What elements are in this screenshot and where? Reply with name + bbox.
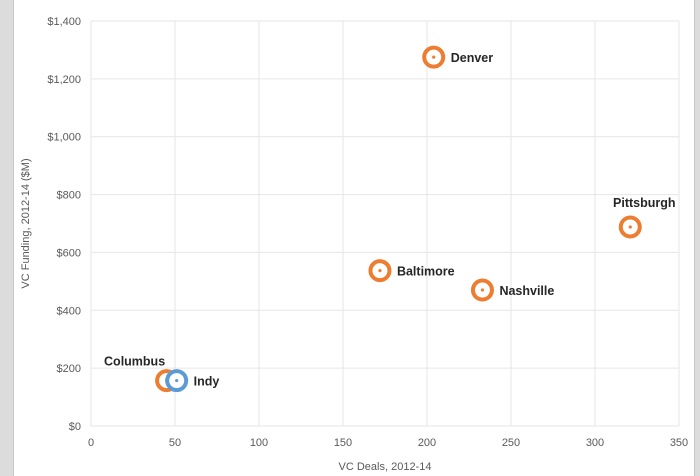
x-tick-label: 300 [586, 437, 604, 449]
x-tick-label: 100 [250, 437, 268, 449]
point-center-dot [480, 288, 485, 292]
x-tick-label: 50 [169, 437, 181, 449]
gridlines [90, 20, 680, 427]
data-point-pittsburgh: Pittsburgh [613, 196, 676, 239]
x-tick-label: 150 [334, 437, 352, 449]
y-tick-label: $600 [57, 247, 81, 259]
point-center-dot [628, 225, 632, 229]
data-label: Nashville [499, 284, 554, 298]
data-label: Columbus [104, 355, 165, 369]
data-label: Denver [451, 51, 494, 65]
data-label: Pittsburgh [613, 196, 676, 210]
y-tick-label: $200 [57, 363, 81, 375]
y-axis-title: VC Funding, 2012-14 ($M) [20, 158, 32, 288]
data-point-indy: Indy [165, 369, 220, 393]
x-tick-label: 200 [418, 437, 436, 449]
y-tick-label: $800 [57, 190, 81, 202]
tick-labels: $0 $200 $400 $600 $800 $1,000 $1,200 $1,400 0 50 1… [47, 16, 688, 449]
data-point-columbus: Columbus [104, 355, 179, 393]
x-axis-title: VC Deals, 2012-14 [339, 461, 432, 473]
y-tick-label: $1,000 [47, 132, 81, 144]
data-point-denver: Denver [422, 45, 494, 69]
y-tick-label: $400 [57, 305, 81, 317]
point-center-dot [378, 269, 382, 273]
data-label: Baltimore [397, 265, 455, 279]
chart-area: $0 $200 $400 $600 $800 $1,000 $1,200 $1,400 0 50 1… [13, 0, 695, 476]
point-center-dot [432, 55, 436, 59]
data-point-nashville: Nashville [470, 278, 554, 302]
y-tick-label: $1,200 [47, 74, 81, 86]
data-point-baltimore: Baltimore [368, 259, 455, 283]
data-label: Indy [194, 375, 220, 389]
x-tick-label: 0 [88, 437, 94, 449]
y-tick-label: $0 [69, 421, 81, 433]
scatter-chart: $0 $200 $400 $600 $800 $1,000 $1,200 $1,400 0 50 1… [20, 16, 688, 473]
x-tick-label: 250 [502, 437, 520, 449]
data-points: Denver Pittsburgh Baltimore Nashville Columb… [104, 45, 676, 393]
x-tick-label: 350 [670, 437, 688, 449]
y-tick-label: $1,400 [47, 16, 81, 28]
point-center-dot [175, 378, 179, 383]
